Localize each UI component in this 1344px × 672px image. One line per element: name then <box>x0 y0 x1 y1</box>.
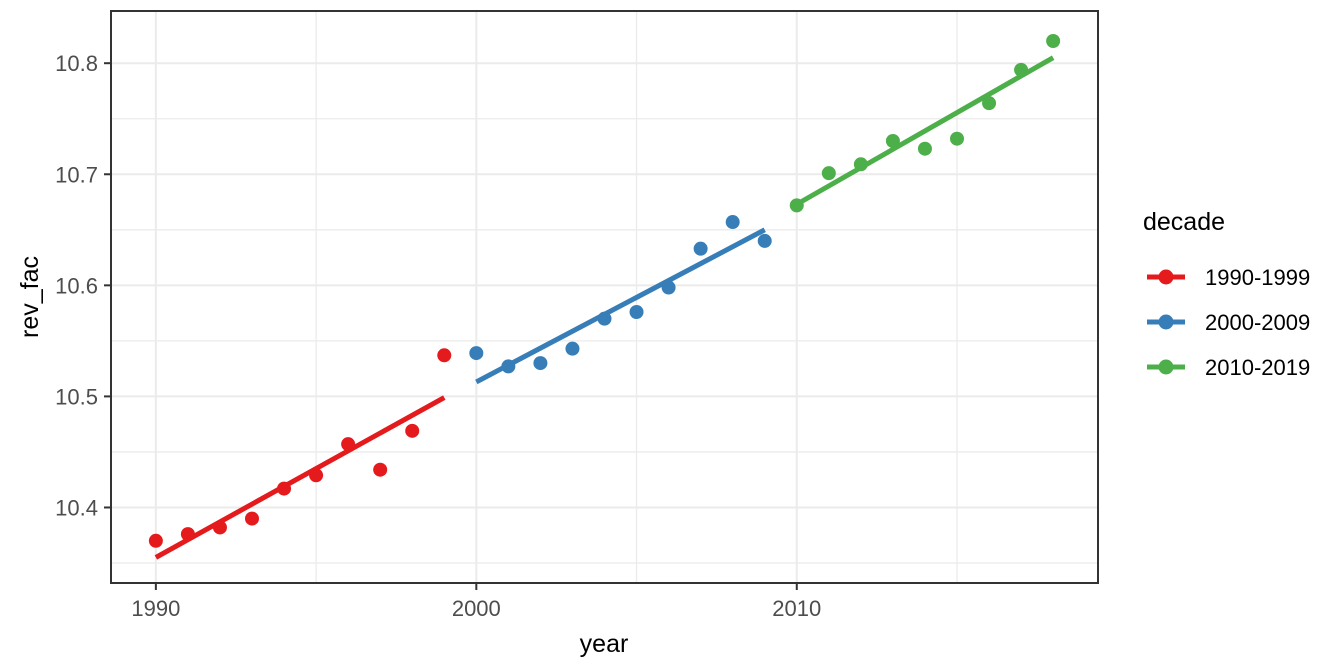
legend-item: 1990-1999 <box>1147 265 1310 290</box>
data-point <box>469 346 484 361</box>
series-layer <box>148 33 1061 560</box>
data-point <box>533 356 548 371</box>
data-point <box>565 341 580 356</box>
data-point <box>917 141 932 156</box>
gridlines-minor <box>111 11 1098 583</box>
legend-item: 2000-2009 <box>1147 310 1310 335</box>
data-point <box>1046 33 1061 48</box>
gridlines-major <box>111 11 1098 583</box>
y-tick-label: 10.7 <box>55 162 98 187</box>
series-1990-1999 <box>148 348 452 560</box>
data-point <box>950 131 964 146</box>
x-tick-label: 1990 <box>131 596 180 621</box>
data-point <box>725 215 740 230</box>
data-point <box>821 166 836 181</box>
axes-layer: 1990 2000 2010 10.4 10.5 10.6 10.7 10.8 <box>55 51 821 621</box>
legend-item-label: 1990-1999 <box>1205 265 1310 290</box>
y-tick-label: 10.5 <box>55 384 98 409</box>
data-point <box>757 233 772 248</box>
legend-item: 2010-2019 <box>1147 355 1310 380</box>
x-tick-label: 2010 <box>772 596 821 621</box>
legend-title: decade <box>1143 208 1225 236</box>
legend-items: 1990-1999 2000-2009 2010-2019 <box>1147 265 1310 380</box>
data-point <box>373 462 388 477</box>
legend-key-point <box>1158 269 1174 285</box>
data-point <box>982 96 997 111</box>
legend-key-point <box>1158 314 1174 330</box>
data-point <box>405 423 420 438</box>
trend-line <box>795 55 1055 207</box>
legend-key-point <box>1158 359 1174 375</box>
y-tick-label: 10.8 <box>55 51 98 76</box>
data-point <box>148 533 163 548</box>
trend-line <box>154 395 446 560</box>
y-axis-title: rev_fac <box>16 256 44 338</box>
legend: decade 1990-1999 2000-2009 2010-2019 <box>1143 208 1310 380</box>
data-point <box>693 241 708 256</box>
legend-item-label: 2000-2009 <box>1205 310 1310 335</box>
y-tick-label: 10.6 <box>55 273 98 298</box>
series-2010-2019 <box>789 33 1061 213</box>
data-point <box>437 348 452 363</box>
x-axis-title: year <box>580 630 629 658</box>
y-tick-label: 10.4 <box>55 495 98 520</box>
data-point <box>245 511 259 526</box>
panel-border <box>110 10 1099 584</box>
x-tick-label: 2000 <box>452 596 501 621</box>
series-2000-2009 <box>469 215 772 385</box>
data-point <box>629 304 644 319</box>
trend-line <box>475 227 766 385</box>
legend-item-label: 2010-2019 <box>1205 355 1310 380</box>
